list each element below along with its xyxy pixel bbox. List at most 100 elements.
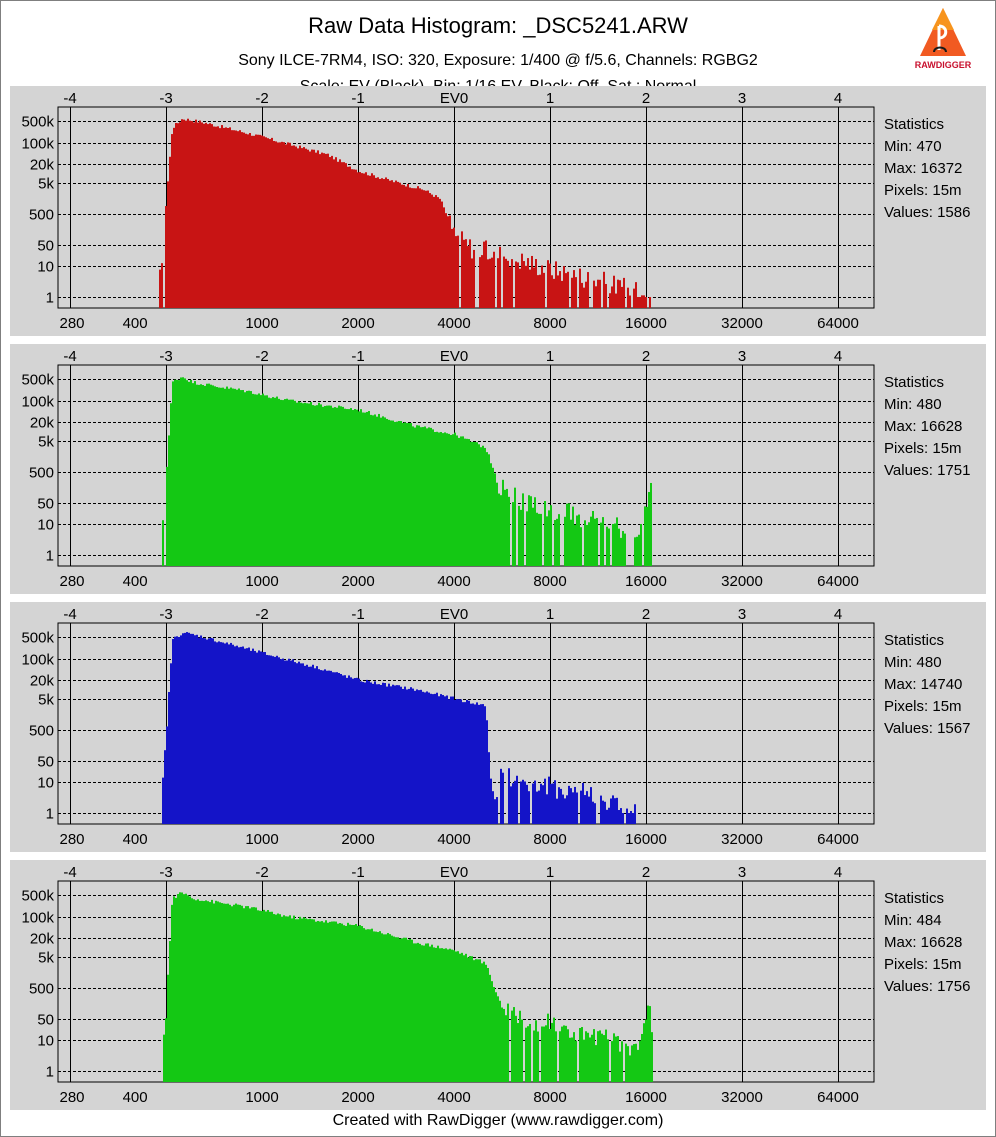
histogram-bar [543, 1026, 545, 1082]
histogram-bar [347, 922, 349, 1082]
histogram-bar [461, 231, 463, 308]
histogram-bar [588, 522, 590, 566]
histogram-bar [339, 159, 341, 308]
y-tick-label: 100k [21, 652, 54, 669]
histogram-bar [186, 380, 188, 566]
histogram-bar [620, 537, 622, 566]
histogram-bar [381, 933, 383, 1082]
histogram-bar [370, 414, 372, 566]
histogram-bar [354, 409, 356, 566]
histogram-bar [321, 921, 323, 1082]
histogram-bar [515, 261, 517, 308]
histogram-bar [376, 416, 378, 566]
histogram-bar [494, 473, 496, 566]
histogram-bar [628, 813, 630, 824]
histogram-bar [369, 175, 371, 308]
histogram-bar [629, 295, 631, 308]
histogram-bar [619, 280, 621, 308]
ev-tick-label: EV0 [440, 606, 468, 623]
ev-tick-label: -3 [159, 606, 172, 623]
histogram-bar [448, 433, 450, 566]
histogram-bar [179, 122, 181, 308]
histogram-bar [449, 948, 451, 1082]
histogram-bar [190, 379, 192, 566]
histogram-bar [520, 509, 522, 566]
histogram-bar [217, 126, 219, 308]
histogram-bar [567, 271, 569, 308]
histogram-bar [304, 665, 306, 824]
histogram-bar [553, 1017, 555, 1082]
histogram-bar [468, 439, 470, 566]
histogram-bar [632, 813, 634, 824]
histogram-bar [446, 433, 448, 566]
stats-pixels: Pixels: 15m [884, 182, 962, 199]
histogram-bar [273, 914, 275, 1082]
ev-tick-label: -2 [255, 606, 268, 623]
histogram-bar [380, 417, 382, 566]
histogram-bar [500, 495, 502, 566]
histogram-bar [261, 135, 263, 308]
histogram-bar [497, 258, 499, 308]
histogram-bar [425, 943, 427, 1082]
histogram-bar [335, 157, 337, 308]
histogram-bar [626, 808, 628, 824]
histogram-bar [399, 182, 401, 308]
histogram-bar [512, 783, 514, 824]
histogram-bar [508, 496, 510, 566]
y-tick-label: 100k [21, 910, 54, 927]
value-tick-label: 280 [59, 573, 84, 590]
histogram-bar [412, 426, 414, 566]
ev-tick-label: -2 [255, 90, 268, 107]
histogram-bar [392, 684, 394, 824]
value-tick-label: 1000 [245, 315, 278, 332]
histogram-bar [381, 178, 383, 308]
histogram-bar [471, 258, 473, 308]
stats-heading: Statistics [884, 116, 945, 133]
histogram-bar [548, 776, 550, 824]
histogram-bar [357, 925, 359, 1082]
histogram-bar [595, 286, 597, 308]
histogram-bar [585, 281, 587, 308]
histogram-bar [398, 420, 400, 566]
histogram-bar [204, 638, 206, 824]
value-tick-label: 64000 [817, 1089, 859, 1106]
histogram-bar [644, 506, 646, 566]
histogram-bar [237, 131, 239, 308]
histogram-bar [319, 154, 321, 308]
histogram-bar [235, 903, 237, 1082]
histogram-bar [362, 412, 364, 566]
histogram-bar [422, 691, 424, 824]
histogram-bar [302, 403, 304, 566]
ev-tick-label: 2 [642, 90, 650, 107]
histogram-bars-g [162, 377, 652, 566]
histogram-bar [527, 1026, 529, 1082]
value-tick-label: 1000 [245, 831, 278, 848]
histogram-bar [580, 790, 582, 824]
value-tick-label: 16000 [625, 831, 667, 848]
histogram-bar [631, 1045, 633, 1082]
histogram-bar [635, 282, 637, 308]
histogram-bar [279, 914, 281, 1082]
stats-pixels: Pixels: 15m [884, 956, 962, 973]
histogram-bar [214, 641, 216, 824]
histogram-bar [562, 794, 564, 824]
histogram-bar [612, 523, 614, 566]
histogram-bar [363, 173, 365, 308]
histogram-bars-r [159, 118, 651, 309]
histogram-bar [435, 195, 437, 308]
histogram-bar [601, 1033, 603, 1082]
histogram-bar [178, 380, 180, 566]
histogram-bar [195, 900, 197, 1082]
histogram-bar [496, 482, 498, 566]
histogram-bar [544, 778, 546, 824]
histogram-bar [257, 134, 259, 308]
histogram-bar [301, 918, 303, 1082]
histogram-bar [511, 1010, 513, 1082]
histogram-bar [293, 915, 295, 1082]
histogram-bar [463, 239, 465, 308]
histogram-bar [576, 515, 578, 566]
histogram-bar [532, 783, 534, 824]
histogram-bar [623, 277, 625, 308]
histogram-bar [249, 133, 251, 308]
histogram-bar [397, 937, 399, 1082]
